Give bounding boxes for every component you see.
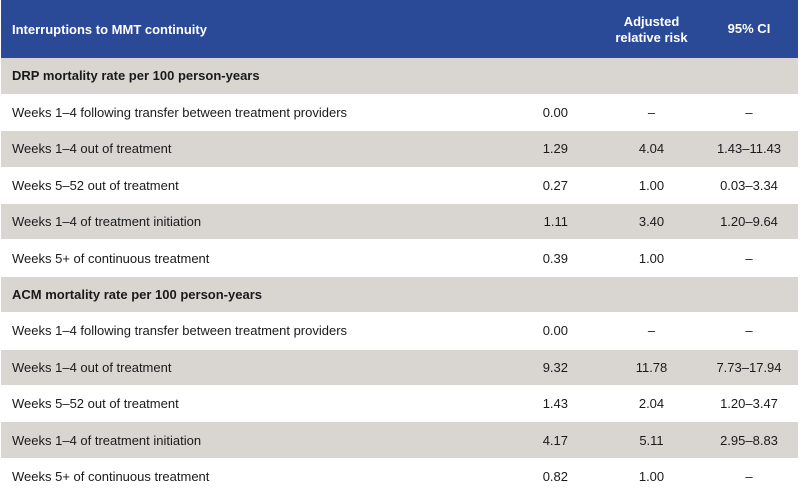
row-label: Weeks 1–4 of treatment initiation bbox=[1, 203, 503, 241]
row-ci: 7.73–17.94 bbox=[700, 349, 798, 387]
header-rate bbox=[503, 0, 603, 58]
row-rate: 1.11 bbox=[503, 203, 603, 241]
row-ci: – bbox=[700, 312, 798, 350]
row-relative-risk: 3.40 bbox=[603, 203, 700, 241]
row-relative-risk: 1.00 bbox=[603, 239, 700, 277]
table-row: Weeks 1–4 of treatment initiation 4.17 5… bbox=[1, 421, 798, 459]
header-95-ci: 95% CI bbox=[727, 21, 771, 36]
row-relative-risk: 11.78 bbox=[603, 349, 700, 387]
table-row: Weeks 1–4 out of treatment 9.32 11.78 7.… bbox=[1, 349, 798, 387]
table-header: Interruptions to MMT continuity Adjusted… bbox=[1, 0, 798, 58]
row-label: Weeks 5+ of continuous treatment bbox=[1, 458, 503, 496]
header-adjusted-relative-risk: Adjusted relative risk bbox=[603, 0, 700, 58]
row-ci: 1.20–3.47 bbox=[700, 385, 798, 423]
row-rate: 0.00 bbox=[503, 94, 603, 132]
row-ci: – bbox=[700, 94, 798, 132]
row-relative-risk: 2.04 bbox=[603, 385, 700, 423]
table-row: Weeks 5+ of continuous treatment 0.39 1.… bbox=[1, 239, 798, 277]
table-row: Weeks 5–52 out of treatment 1.43 2.04 1.… bbox=[1, 385, 798, 423]
table-row: Weeks 1–4 following transfer between tre… bbox=[1, 312, 798, 350]
row-ci: 1.43–11.43 bbox=[700, 130, 798, 168]
row-label: Weeks 1–4 following transfer between tre… bbox=[1, 312, 503, 350]
row-relative-risk: 1.00 bbox=[603, 458, 700, 496]
row-label: Weeks 5–52 out of treatment bbox=[1, 385, 503, 423]
row-relative-risk: 5.11 bbox=[603, 421, 700, 459]
row-rate: 0.00 bbox=[503, 312, 603, 350]
row-ci: 0.03–3.34 bbox=[700, 167, 798, 205]
header-adjusted-line1: Adjusted bbox=[623, 14, 680, 29]
row-ci: 2.95–8.83 bbox=[700, 421, 798, 459]
row-ci: – bbox=[700, 458, 798, 496]
table-row: Weeks 1–4 out of treatment 1.29 4.04 1.4… bbox=[1, 130, 798, 168]
row-rate: 4.17 bbox=[503, 421, 603, 459]
row-label: Weeks 5–52 out of treatment bbox=[1, 167, 503, 205]
row-rate: 1.43 bbox=[503, 385, 603, 423]
header-adjusted-line2: relative risk bbox=[615, 30, 688, 45]
row-rate: 1.29 bbox=[503, 130, 603, 168]
row-label: Weeks 5+ of continuous treatment bbox=[1, 239, 503, 277]
row-label: Weeks 1–4 out of treatment bbox=[1, 130, 503, 168]
table-body: DRP mortality rate per 100 person-years … bbox=[1, 58, 798, 496]
section-row-drp: DRP mortality rate per 100 person-years bbox=[1, 58, 798, 95]
table-row: Weeks 1–4 following transfer between tre… bbox=[1, 94, 798, 132]
row-relative-risk: – bbox=[603, 94, 700, 132]
row-relative-risk: 4.04 bbox=[603, 130, 700, 168]
section-title-drp: DRP mortality rate per 100 person-years bbox=[1, 58, 798, 95]
row-rate: 0.82 bbox=[503, 458, 603, 496]
section-row-acm: ACM mortality rate per 100 person-years bbox=[1, 276, 798, 314]
row-ci: – bbox=[700, 239, 798, 277]
row-rate: 0.39 bbox=[503, 239, 603, 277]
header-interruptions: Interruptions to MMT continuity bbox=[12, 21, 207, 37]
table-row: Weeks 5–52 out of treatment 0.27 1.00 0.… bbox=[1, 167, 798, 205]
section-title-acm: ACM mortality rate per 100 person-years bbox=[1, 276, 798, 314]
row-label: Weeks 1–4 out of treatment bbox=[1, 349, 503, 387]
row-label: Weeks 1–4 of treatment initiation bbox=[1, 421, 503, 459]
row-label: Weeks 1–4 following transfer between tre… bbox=[1, 94, 503, 132]
header-row: Interruptions to MMT continuity Adjusted… bbox=[1, 0, 798, 58]
row-ci: 1.20–9.64 bbox=[700, 203, 798, 241]
row-relative-risk: 1.00 bbox=[603, 167, 700, 205]
row-rate: 0.27 bbox=[503, 167, 603, 205]
table-row: Weeks 5+ of continuous treatment 0.82 1.… bbox=[1, 458, 798, 496]
row-relative-risk: – bbox=[603, 312, 700, 350]
row-rate: 9.32 bbox=[503, 349, 603, 387]
table-row: Weeks 1–4 of treatment initiation 1.11 3… bbox=[1, 203, 798, 241]
